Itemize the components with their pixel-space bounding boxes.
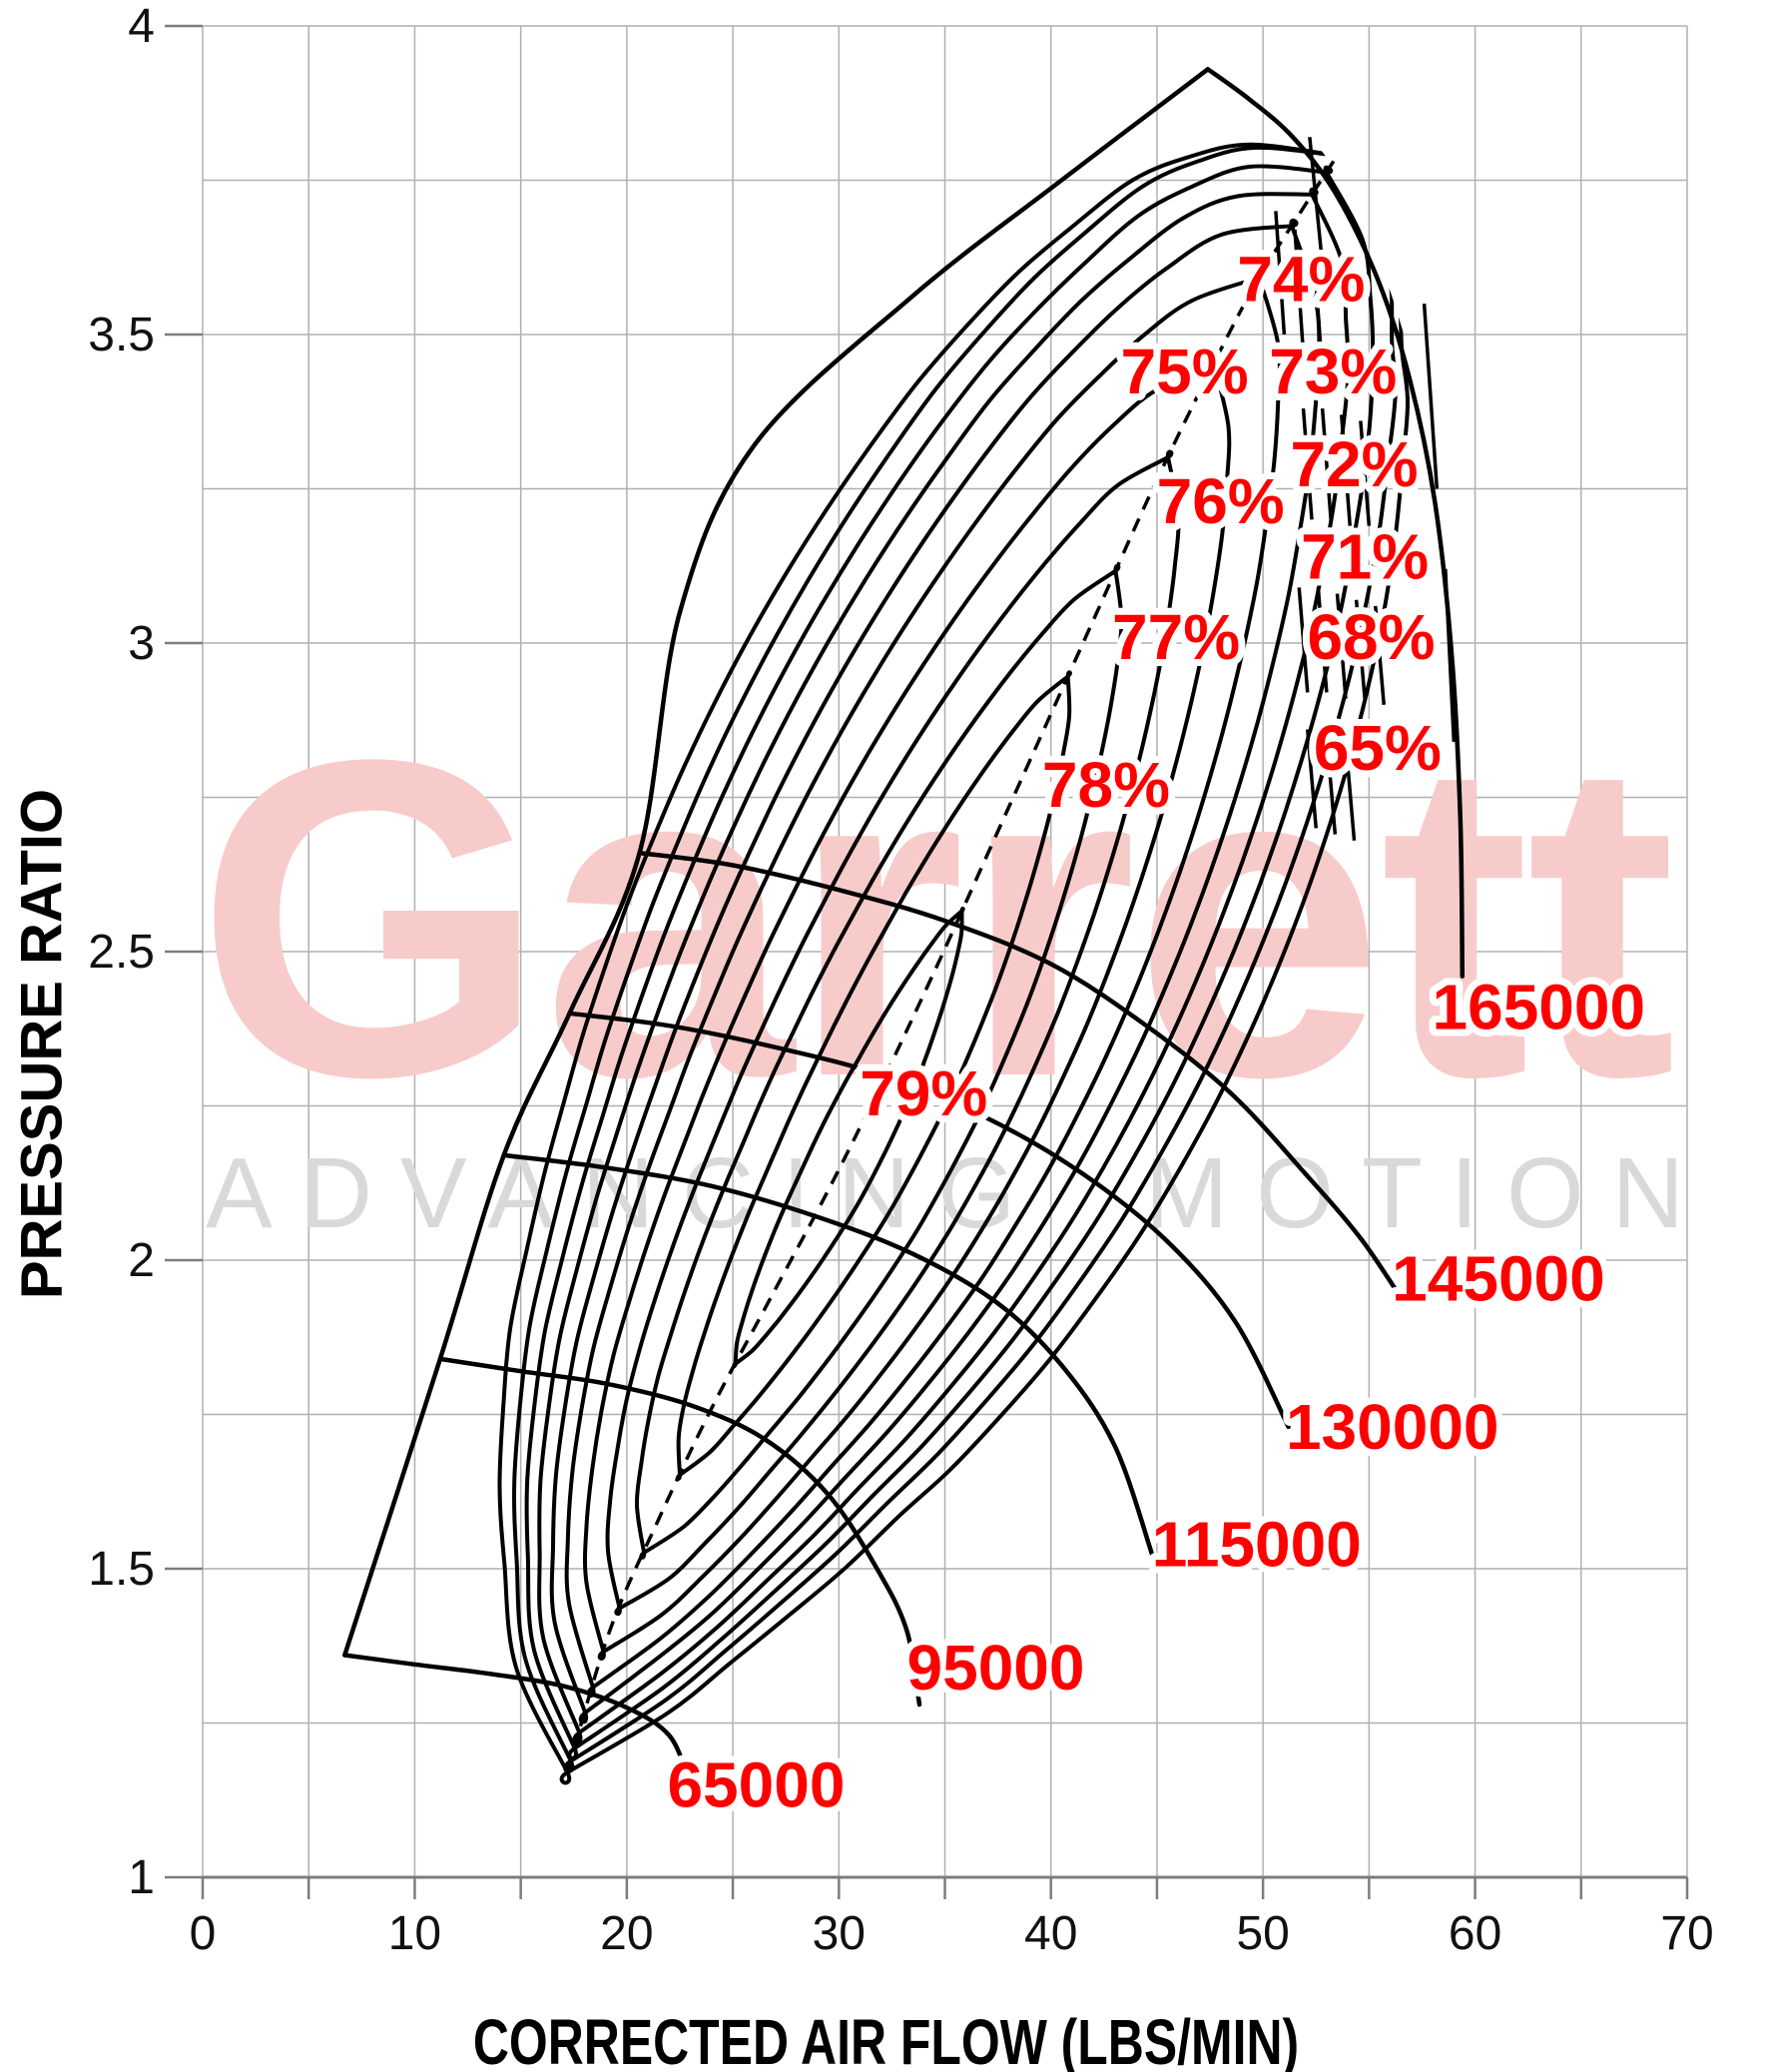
x-tick-label: 50 [1236,1907,1289,1960]
dash-segment [1344,741,1357,841]
y-tick-label: 3.5 [88,309,155,361]
y-tick-label: 1.5 [88,1543,155,1596]
speed-line-95000 [437,1356,922,1708]
efficiency-label-65: 65% [1314,712,1442,784]
efficiency-label-76: 76% [1157,465,1285,537]
surge-line [342,67,1211,1658]
efficiency-contour-72 [537,187,1351,1744]
best-efficiency-line [565,154,1339,1773]
efficiency-contour-75 [582,355,1232,1661]
dash-segment [1320,408,1333,520]
dash-segment [1354,599,1367,699]
speed-line-65000 [342,1653,691,1781]
speed-line-label-130000: 130000 [1286,1391,1499,1463]
speed-line-label-165000: 165000 [1433,972,1646,1043]
dash-segment [1293,229,1306,353]
efficiency-label-77: 77% [1112,601,1240,673]
speed-line-label-65000: 65000 [667,1748,845,1820]
efficiency-label-74: 74% [1237,243,1365,315]
dash-segment [1325,735,1338,835]
x-tick-label: 70 [1660,1907,1713,1960]
x-tick-label: 0 [190,1907,217,1960]
dash-segment [1301,408,1314,520]
y-axis-title: PRESSURE RATIO [9,788,75,1300]
speed-line-165000 [1205,67,1466,979]
efficiency-label-71: 71% [1301,520,1429,592]
x-tick-label: 20 [600,1907,653,1960]
y-tick-label: 2.5 [88,926,155,979]
dash-segment [1312,254,1325,372]
dash-segment [1306,729,1319,829]
speed-line-label-115000: 115000 [1152,1508,1362,1580]
dash-segment [1335,593,1348,699]
watermark-tagline: ADVANCING MOTION [206,1137,1712,1249]
x-axis-title: CORRECTED AIR FLOW (LBS/MIN) [472,2006,1300,2072]
speed-lines [342,67,1466,1781]
dash-segment [1274,211,1287,336]
x-tick-label: 30 [813,1907,866,1960]
x-tick-label: 60 [1449,1907,1501,1960]
efficiency-contour-74 [564,270,1282,1698]
speed-line-145000 [637,850,1400,1294]
efficiency-label-72: 72% [1290,428,1418,500]
efficiency-label-68: 68% [1307,601,1435,673]
axes: 0 10 20 30 40 50 60 70 1 1.5 2 2.5 3 3.5 4 [88,0,1713,1960]
efficiency-label-73: 73% [1269,336,1397,407]
y-tick-label: 4 [128,0,155,53]
y-tick-label: 3 [128,617,155,670]
grid [202,25,1688,1878]
dash-segment [1422,303,1440,489]
efficiency-contour-79 [732,906,965,1368]
speed-line-115000 [501,1152,1155,1559]
x-tick-label: 10 [388,1907,441,1960]
dash-segment [1359,420,1372,526]
efficiency-label-79: 79% [860,1057,987,1129]
dash-segment [1297,587,1310,693]
speed-line-label-145000: 145000 [1392,1243,1605,1315]
y-tick-label: 2 [128,1234,155,1287]
efficiency-label-75: 75% [1121,336,1249,407]
y-tick-label: 1 [128,1851,155,1904]
x-tick-label: 40 [1024,1907,1077,1960]
dash-segment [1373,605,1386,705]
efficiency-label-78: 78% [1042,749,1170,821]
dash-segment [1340,414,1352,526]
dash-segment [1316,587,1329,693]
speed-line-130000 [567,1011,1291,1430]
speed-line-label-95000: 95000 [907,1632,1085,1704]
chart-labels: 79% 78% 77% 76% 75% 74% 73% 72% 71% 68% 65% 65000 95… [660,236,1652,1827]
